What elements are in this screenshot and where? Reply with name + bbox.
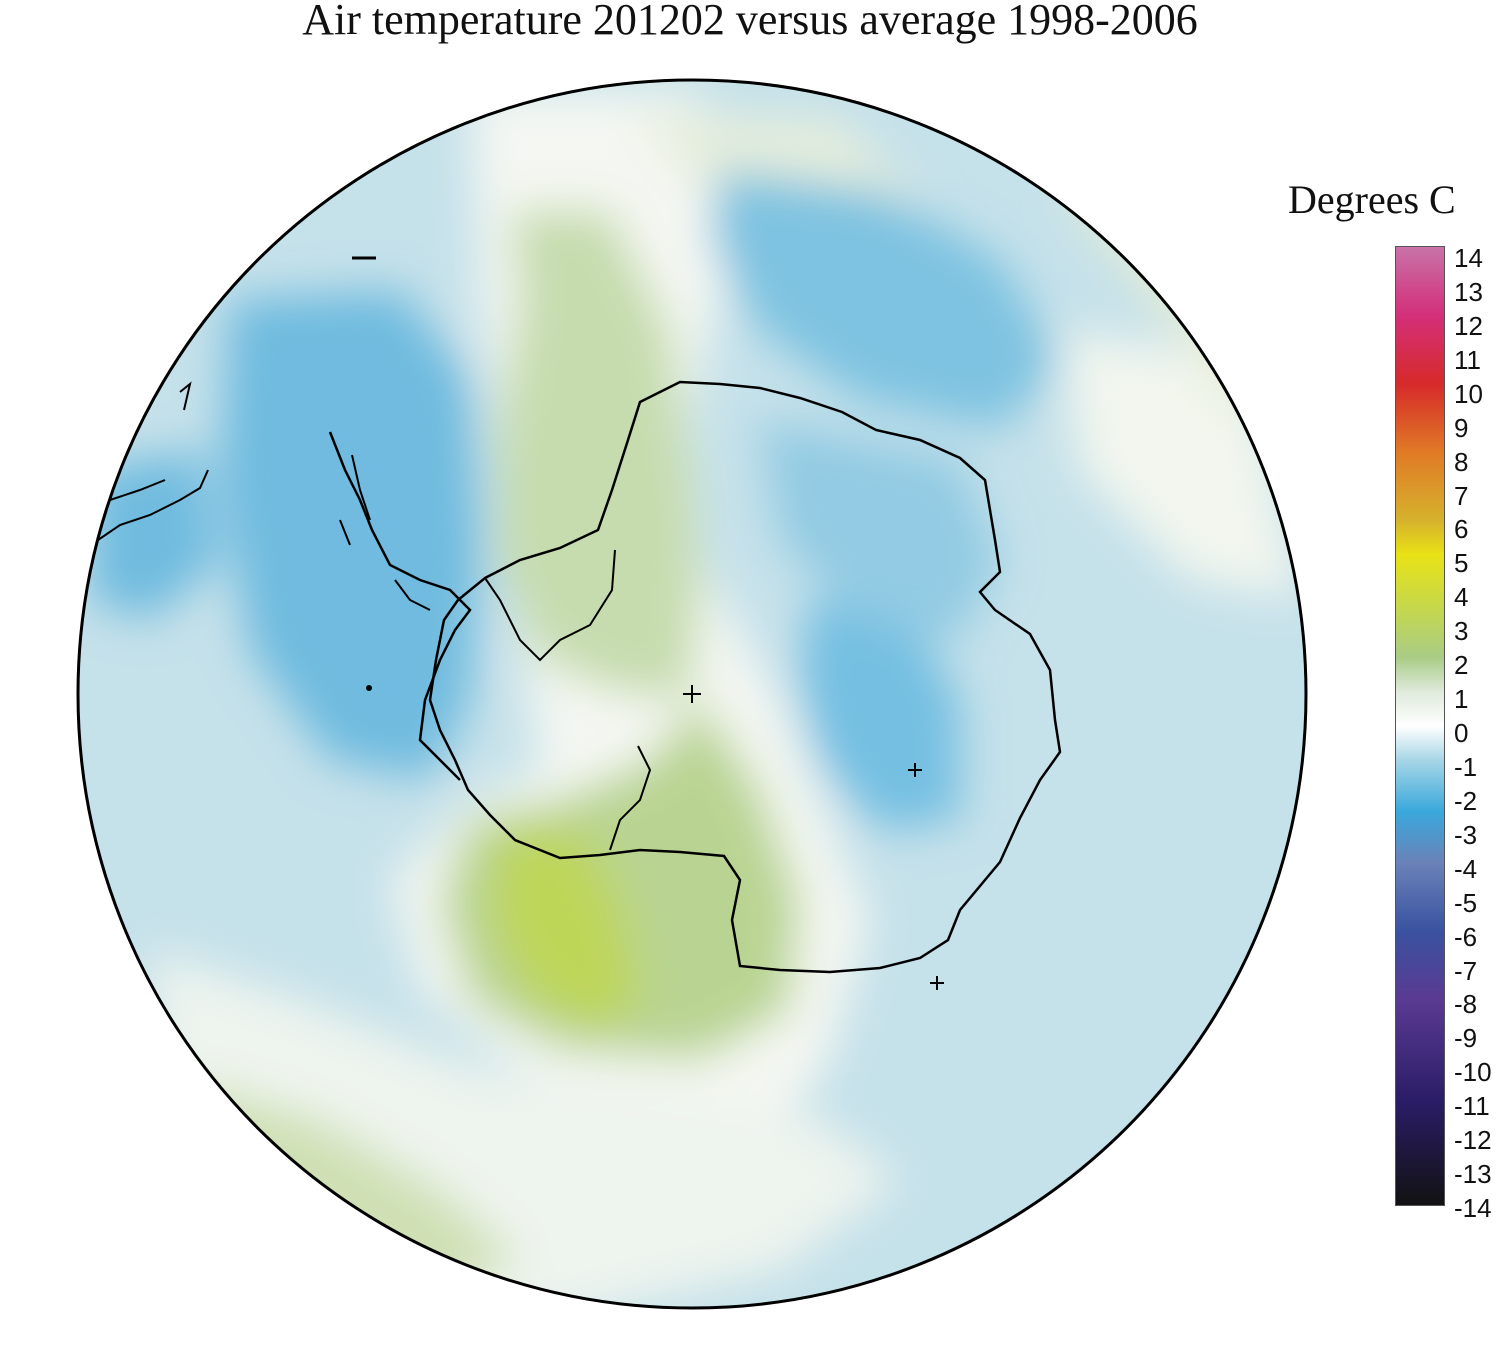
colorbar-tick-label: 13: [1454, 276, 1483, 307]
negative-anomaly-eastant: [800, 600, 960, 830]
colorbar-tick-label: 10: [1454, 378, 1483, 409]
map-boundary: [76, 78, 1308, 1310]
colorbar-tick-label: -12: [1454, 1125, 1492, 1156]
colorbar-tick-label: 1: [1454, 684, 1469, 715]
colorbar-tick-label: -5: [1454, 887, 1478, 918]
colorbar-tick-label: -8: [1454, 989, 1478, 1020]
colorbar-tick-label: 12: [1454, 310, 1483, 341]
south-america-tip-coastline: [97, 469, 209, 541]
colorbar-tick-label: 11: [1454, 344, 1481, 375]
ross-ice-shelf-edge: [609, 745, 652, 851]
colorbar-tick-label: 2: [1454, 650, 1469, 681]
colorbar-tick-label: 14: [1454, 243, 1483, 273]
peninsula-islands-coastline: [339, 454, 431, 611]
colorbar-tick-label: 0: [1454, 718, 1469, 748]
south-pole-marker: [683, 685, 701, 703]
colorbar-tick-label: 8: [1454, 446, 1469, 477]
colorbar-ticks: 14 13 12 11 10 9 8 7 6 5 4 3 2 1 0 -1 -2 -3 -4 -5 -6 -7 -8 -9 -1…: [1454, 0, 1500, 1369]
negative-anomaly-pacific: [710, 170, 1060, 430]
colorbar-tick-label: -13: [1454, 1159, 1492, 1190]
colorbar-tick-label: -10: [1454, 1057, 1492, 1088]
station-marker: [930, 976, 944, 990]
colorbar-tick-label: -2: [1454, 785, 1478, 816]
colorbar-tick-label: 7: [1454, 480, 1469, 511]
colorbar-tick-label: 3: [1454, 616, 1469, 647]
colorbar-tick-label: -11: [1454, 1091, 1490, 1122]
station-marker: [908, 763, 922, 777]
antarctic-peninsula-coastline: [328, 431, 472, 781]
colorbar-tick-label: 9: [1454, 412, 1469, 443]
weddell-ice-shelf-edge: [484, 549, 616, 662]
colorbar-tick-label: -1: [1454, 751, 1478, 782]
markers: [366, 685, 944, 990]
colorbar-tick-label: -9: [1454, 1023, 1478, 1054]
negative-anomaly-bellingshausen: [220, 290, 480, 780]
colorbar-tick-label: -14: [1454, 1193, 1492, 1223]
colorbar-tick-label: 6: [1454, 514, 1469, 545]
colorbar: [1395, 246, 1445, 1206]
colorbar-tick-label: 4: [1454, 582, 1469, 613]
negative-anomaly-west: [90, 450, 220, 620]
island-outline: [179, 381, 192, 411]
map-title: Air temperature 201202 versus average 19…: [302, 0, 1198, 44]
antarctica-coastline: [428, 380, 1062, 974]
station-dot: [366, 685, 372, 691]
positive-anomaly-core: [490, 830, 640, 1030]
colorbar-tick-label: -3: [1454, 819, 1478, 850]
negative-anomaly-indian: [760, 420, 1000, 640]
colorbar-tick-label: -4: [1454, 853, 1478, 884]
colorbar-tick-label: -6: [1454, 921, 1478, 952]
positive-anomaly-southwest: [190, 1080, 520, 1300]
colorbar-label: Degrees C: [1288, 177, 1456, 222]
colorbar-tick-label: 5: [1454, 548, 1469, 579]
colorbar-gradient: [1396, 247, 1444, 1205]
positive-anomaly-weddell: [500, 210, 700, 700]
colorbar-tick-label: -7: [1454, 955, 1478, 986]
